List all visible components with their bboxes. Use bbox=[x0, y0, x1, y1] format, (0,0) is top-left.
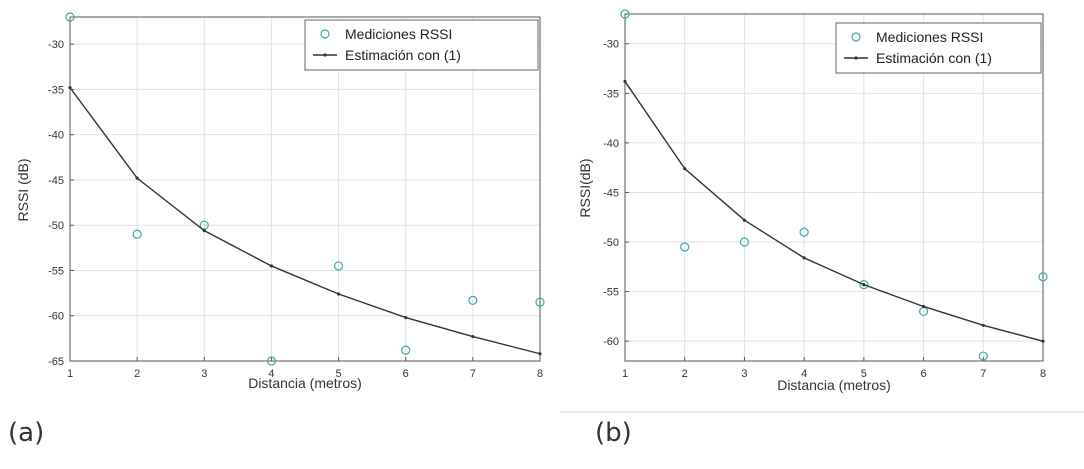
x-tick-label: 4 bbox=[268, 368, 274, 380]
measurement-point bbox=[1038, 272, 1048, 282]
y-tick-label: -65 bbox=[48, 356, 64, 368]
legend: Mediciones RSSI Estimación con (1) bbox=[304, 19, 539, 71]
y-tick-label: -35 bbox=[603, 88, 619, 100]
estimate-point bbox=[68, 86, 72, 90]
y-tick-label: -45 bbox=[48, 175, 64, 187]
y-tick-label: -40 bbox=[603, 138, 619, 150]
measurement-point bbox=[978, 351, 988, 361]
legend-box bbox=[304, 19, 539, 71]
measurement-point bbox=[65, 12, 75, 22]
legend-entry: Estimación con (1) bbox=[876, 50, 992, 66]
estimate-point bbox=[862, 283, 866, 287]
measurement-point bbox=[620, 9, 630, 19]
y-tick-label: -50 bbox=[48, 220, 64, 232]
x-tick-label: 1 bbox=[67, 368, 73, 380]
x-tick-label: 5 bbox=[861, 368, 867, 380]
estimate-point bbox=[336, 292, 341, 296]
measurement-point bbox=[266, 356, 277, 366]
x-tick-label: 6 bbox=[921, 368, 927, 380]
measurement-point bbox=[799, 227, 809, 237]
x-tick-label: 8 bbox=[1040, 368, 1046, 380]
x-tick-label: 7 bbox=[470, 368, 476, 380]
estimate-point bbox=[1041, 339, 1045, 343]
estimate-point bbox=[742, 218, 747, 222]
y-axis-label: RSSI (dB) bbox=[15, 158, 31, 221]
chart-panel-a: 1 2 3 4 5 6 7 8 -30 -35 -40 -45 -50 -55 -60 -65 Distanci… bbox=[15, 12, 545, 391]
legend-box bbox=[835, 22, 1042, 74]
x-axis-label: Distancia (metros) bbox=[248, 375, 362, 391]
y-tick-label: -45 bbox=[603, 187, 619, 199]
measurement-point bbox=[401, 345, 411, 355]
measurement-point bbox=[333, 261, 344, 271]
estimate-point bbox=[802, 256, 806, 260]
x-tick-label: 7 bbox=[980, 368, 986, 380]
measurement-point bbox=[132, 229, 142, 239]
estimate-point bbox=[202, 229, 206, 233]
estimate-line bbox=[69, 87, 541, 355]
legend-line-marker bbox=[323, 53, 327, 57]
estimate-point bbox=[269, 264, 274, 268]
y-tick-label: -50 bbox=[603, 237, 619, 249]
estimate-point bbox=[683, 167, 687, 171]
x-tick-label: 3 bbox=[201, 368, 207, 380]
x-tick-label: 2 bbox=[682, 368, 688, 380]
x-tick-label: 1 bbox=[622, 368, 628, 380]
y-tick-label: -40 bbox=[48, 130, 64, 142]
legend-entry: Mediciones RSSI bbox=[876, 29, 983, 45]
legend-entry: Mediciones RSSI bbox=[345, 26, 452, 42]
y-tick-label: -55 bbox=[48, 265, 64, 277]
y-tick-label: -35 bbox=[48, 84, 64, 96]
caption-a: (a) bbox=[8, 418, 45, 448]
axes-box bbox=[69, 16, 541, 362]
x-tick-label: 8 bbox=[537, 368, 543, 380]
x-tick-label: 6 bbox=[403, 368, 409, 380]
legend-entry: Estimación con (1) bbox=[345, 47, 461, 63]
x-axis-label: Distancia (metros) bbox=[777, 377, 891, 393]
legend-marker-symbol bbox=[320, 29, 330, 39]
chart-panel-b: 1 2 3 4 5 6 7 8 -30 -35 -40 -45 -50 -55 -60 Distancia (… bbox=[577, 9, 1048, 393]
x-tick-label: 2 bbox=[134, 368, 140, 380]
y-tick-label: -30 bbox=[603, 39, 619, 51]
y-tick-label: -60 bbox=[48, 311, 64, 323]
estimate-point bbox=[471, 334, 475, 339]
legend: Mediciones RSSI Estimación con (1) bbox=[835, 22, 1042, 74]
legend-line-marker bbox=[854, 56, 858, 60]
estimate-point bbox=[538, 352, 542, 356]
measurement-point bbox=[535, 297, 545, 307]
y-tick-label: -30 bbox=[48, 39, 64, 51]
y-axis-label: RSSI(dB) bbox=[577, 158, 593, 217]
plot-area bbox=[70, 17, 540, 361]
estimate-point bbox=[623, 79, 627, 84]
axes-box bbox=[624, 13, 1044, 362]
estimate-point bbox=[404, 315, 408, 320]
y-tick-label: -60 bbox=[603, 336, 619, 348]
x-tick-label: 4 bbox=[801, 368, 807, 380]
caption-b: (b) bbox=[595, 418, 632, 448]
estimate-point bbox=[921, 304, 926, 309]
measurement-point bbox=[739, 237, 750, 247]
measurement-point bbox=[468, 295, 478, 305]
legend-marker-symbol bbox=[851, 32, 861, 42]
estimate-point bbox=[981, 323, 985, 327]
measurement-point bbox=[680, 242, 690, 252]
measurement-point bbox=[859, 280, 869, 290]
estimate-point bbox=[135, 176, 139, 180]
estimate-line bbox=[624, 81, 1044, 342]
y-tick-label: -55 bbox=[603, 287, 619, 299]
x-tick-label: 5 bbox=[336, 368, 342, 380]
x-tick-label: 3 bbox=[741, 368, 747, 380]
